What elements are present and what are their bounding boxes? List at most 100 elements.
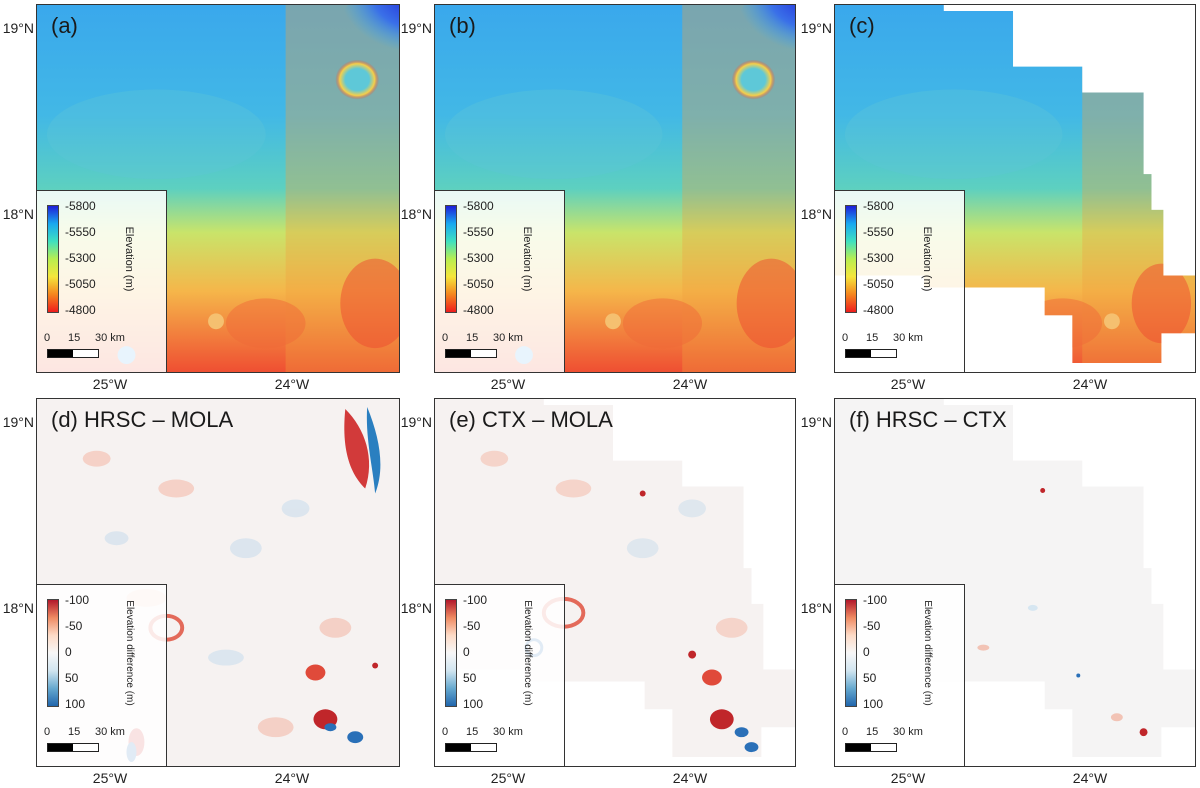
lat-label-19n: 19°N <box>400 414 432 430</box>
elevation-legend: -5800 -5550 -5300 -5050 -4800 Elevation … <box>37 190 167 372</box>
legend-tick: -5300 <box>65 251 96 265</box>
legend-tick: 0 <box>65 645 72 659</box>
legend-tick: -5800 <box>463 199 494 213</box>
elevation-colorbar <box>445 205 457 313</box>
elevation-map <box>435 5 795 372</box>
legend-tick: 0 <box>463 645 470 659</box>
lat-label-18n: 18°N <box>2 600 34 616</box>
legend-tick: 50 <box>863 671 877 685</box>
legend-tick: -100 <box>65 593 90 607</box>
panel-b: 19°N 18°N (b) -5800 -5550 -5300 -5050 -4… <box>398 0 798 394</box>
panel-label: (d) HRSC – MOLA <box>51 407 234 432</box>
scale-bar <box>845 743 897 752</box>
difference-colorbar <box>445 599 457 707</box>
elevation-map <box>37 5 399 372</box>
difference-legend: -100 -50 0 50 100 Elevation difference (… <box>835 584 965 766</box>
map-frame: (b) -5800 -5550 -5300 -5050 -4800 Elevat… <box>434 4 796 373</box>
legend-tick: 100 <box>463 697 484 711</box>
elevation-legend: -5800 -5550 -5300 -5050 -4800 Elevation … <box>835 190 965 372</box>
lat-label-19n: 19°N <box>800 414 832 430</box>
map-frame: (e) CTX – MOLA -100 -50 0 50 100 Elevati… <box>434 398 796 767</box>
legend-tick: -5050 <box>863 277 894 291</box>
panel-label: (f) HRSC – CTX <box>849 407 1007 432</box>
lon-label-24w: 24°W <box>1072 376 1108 392</box>
scale-bar <box>47 349 99 358</box>
scalebar-label: 0 <box>842 726 849 738</box>
difference-colorbar <box>845 599 857 707</box>
scalebar-label: 30 km <box>493 332 523 344</box>
scalebar-label: 0 <box>44 726 51 738</box>
lon-label-25w: 25°W <box>890 770 926 786</box>
scale-bar <box>445 349 497 358</box>
legend-title: Elevation (m) <box>921 226 933 292</box>
difference-legend: -100 -50 0 50 100 Elevation difference (… <box>37 584 167 766</box>
lon-label-24w: 24°W <box>672 770 708 786</box>
map-frame: (c) -5800 -5550 -5300 -5050 -4800 Elevat… <box>834 4 1196 373</box>
lat-label-19n: 19°N <box>800 20 832 36</box>
scale-bar <box>845 349 897 358</box>
legend-tick: -50 <box>863 619 881 633</box>
legend-tick: -4800 <box>65 303 96 317</box>
lat-label-18n: 18°N <box>2 206 34 222</box>
legend-title: Elevation difference (m) <box>124 600 135 706</box>
legend-tick: -100 <box>463 593 488 607</box>
legend-tick: -4800 <box>463 303 494 317</box>
panel-label: (b) <box>449 13 476 38</box>
legend-tick: -5550 <box>65 225 96 239</box>
map-frame: (a) -5800 -5550 -5300 -5050 -4800 Elevat… <box>36 4 400 373</box>
lat-label-18n: 18°N <box>800 600 832 616</box>
scalebar-label: 0 <box>842 332 849 344</box>
scalebar-label: 0 <box>442 332 449 344</box>
legend-tick: -5800 <box>65 199 96 213</box>
scalebar-label: 15 <box>68 332 81 344</box>
lon-label-25w: 25°W <box>92 376 128 392</box>
scalebar-label: 30 km <box>95 726 125 738</box>
scalebar-label: 30 km <box>95 332 125 344</box>
panel-d: 19°N 18°N <box>0 394 400 788</box>
scalebar-label: 30 km <box>893 332 923 344</box>
legend-title: Elevation (m) <box>123 226 135 292</box>
legend-tick: -5550 <box>863 225 894 239</box>
scalebar-label: 15 <box>866 332 879 344</box>
panel-label: (a) <box>51 13 78 38</box>
panel-e: 19°N 18°N <box>398 394 798 788</box>
lat-label-18n: 18°N <box>400 600 432 616</box>
elevation-legend: -5800 -5550 -5300 -5050 -4800 Elevation … <box>435 190 565 372</box>
lon-label-25w: 25°W <box>490 376 526 392</box>
legend-tick: -4800 <box>863 303 894 317</box>
scalebar-label: 15 <box>68 726 81 738</box>
scale-bar <box>445 743 497 752</box>
lat-label-19n: 19°N <box>400 20 432 36</box>
difference-colorbar <box>47 599 59 707</box>
lon-label-25w: 25°W <box>490 770 526 786</box>
legend-tick: -100 <box>863 593 888 607</box>
scalebar-label: 15 <box>866 726 879 738</box>
scalebar-label: 15 <box>466 332 479 344</box>
legend-tick: -50 <box>463 619 481 633</box>
scalebar-label: 0 <box>44 332 51 344</box>
map-frame: (d) HRSC – MOLA -100 -50 0 50 100 Elevat… <box>36 398 400 767</box>
legend-title: Elevation (m) <box>521 226 533 292</box>
legend-title: Elevation difference (m) <box>922 600 933 706</box>
lon-label-24w: 24°W <box>1072 770 1108 786</box>
lon-label-24w: 24°W <box>672 376 708 392</box>
lat-label-19n: 19°N <box>2 414 34 430</box>
difference-map <box>37 399 399 766</box>
difference-legend: -100 -50 0 50 100 Elevation difference (… <box>435 584 565 766</box>
legend-tick: -5050 <box>65 277 96 291</box>
panel-a: 19°N 18°N <box>0 0 400 394</box>
legend-tick: -5300 <box>463 251 494 265</box>
legend-tick: -5300 <box>863 251 894 265</box>
legend-tick: -5550 <box>463 225 494 239</box>
legend-tick: 50 <box>463 671 477 685</box>
legend-tick: 50 <box>65 671 79 685</box>
map-frame: (f) HRSC – CTX -100 -50 0 50 100 Elevati… <box>834 398 1196 767</box>
lat-label-18n: 18°N <box>800 206 832 222</box>
scale-bar <box>47 743 99 752</box>
legend-tick: -50 <box>65 619 83 633</box>
legend-tick: -5050 <box>463 277 494 291</box>
panel-label: (c) <box>849 13 875 38</box>
lon-label-24w: 24°W <box>274 770 310 786</box>
elevation-map <box>835 5 1195 364</box>
legend-tick: 100 <box>65 697 86 711</box>
